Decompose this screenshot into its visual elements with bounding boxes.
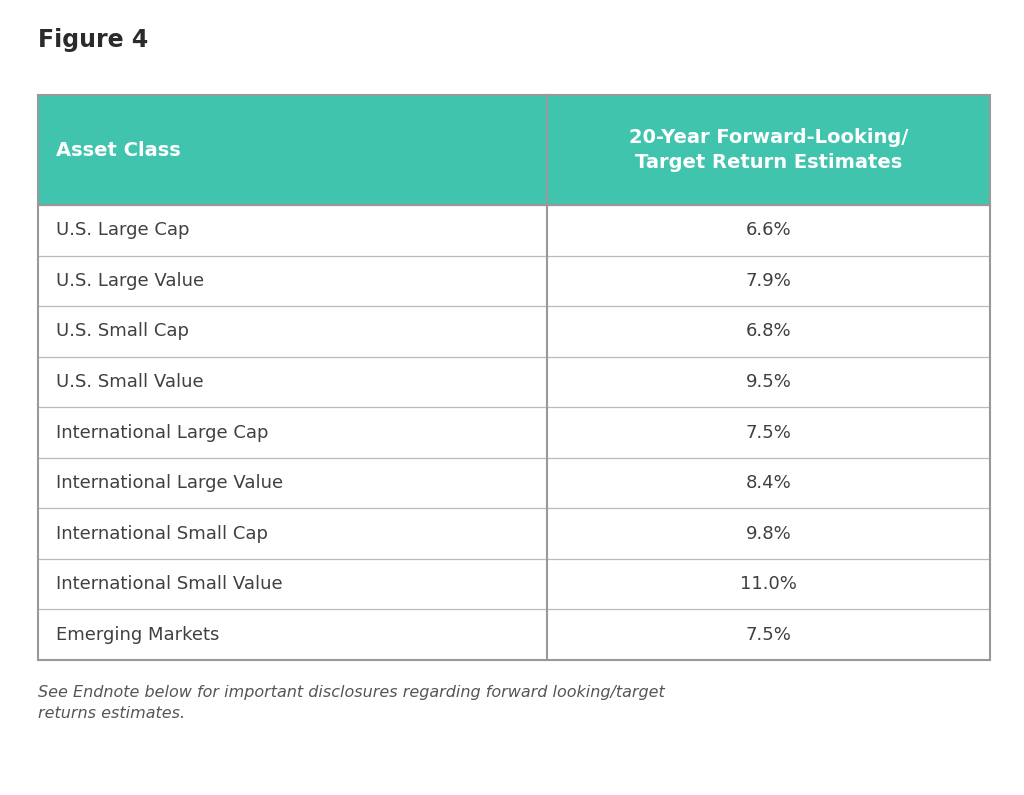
Text: 6.6%: 6.6% [745, 221, 792, 239]
Bar [38, 95, 990, 660]
Bar [38, 255, 990, 306]
Text: Emerging Markets: Emerging Markets [56, 626, 219, 644]
Text: U.S. Small Cap: U.S. Small Cap [56, 323, 189, 340]
Text: 9.5%: 9.5% [745, 373, 792, 391]
Text: 7.5%: 7.5% [745, 626, 792, 644]
Text: Figure 4: Figure 4 [38, 28, 148, 52]
Text: 6.8%: 6.8% [745, 323, 792, 340]
Bar [38, 458, 990, 508]
Text: U.S. Large Value: U.S. Large Value [56, 272, 204, 290]
Text: International Large Value: International Large Value [56, 474, 283, 492]
Text: International Large Cap: International Large Cap [56, 424, 268, 441]
Bar [38, 407, 990, 458]
Bar [38, 357, 990, 407]
Text: U.S. Large Cap: U.S. Large Cap [56, 221, 189, 239]
Text: U.S. Small Value: U.S. Small Value [56, 373, 204, 391]
Bar [38, 508, 990, 559]
Text: International Small Cap: International Small Cap [56, 525, 268, 543]
Text: 11.0%: 11.0% [740, 575, 797, 593]
Bar [38, 205, 990, 255]
Text: Asset Class: Asset Class [56, 141, 181, 160]
Text: International Small Value: International Small Value [56, 575, 283, 593]
Text: 7.5%: 7.5% [745, 424, 792, 441]
Text: 9.8%: 9.8% [745, 525, 792, 543]
Text: 7.9%: 7.9% [745, 272, 792, 290]
Bar [38, 610, 990, 660]
Text: 20-Year Forward-Looking/
Target Return Estimates: 20-Year Forward-Looking/ Target Return E… [629, 128, 908, 172]
Bar [38, 559, 990, 610]
Text: 8.4%: 8.4% [745, 474, 792, 492]
Bar [38, 95, 990, 205]
Text: See Endnote below for important disclosures regarding forward looking/target
ret: See Endnote below for important disclosu… [38, 685, 665, 721]
Bar [38, 306, 990, 357]
